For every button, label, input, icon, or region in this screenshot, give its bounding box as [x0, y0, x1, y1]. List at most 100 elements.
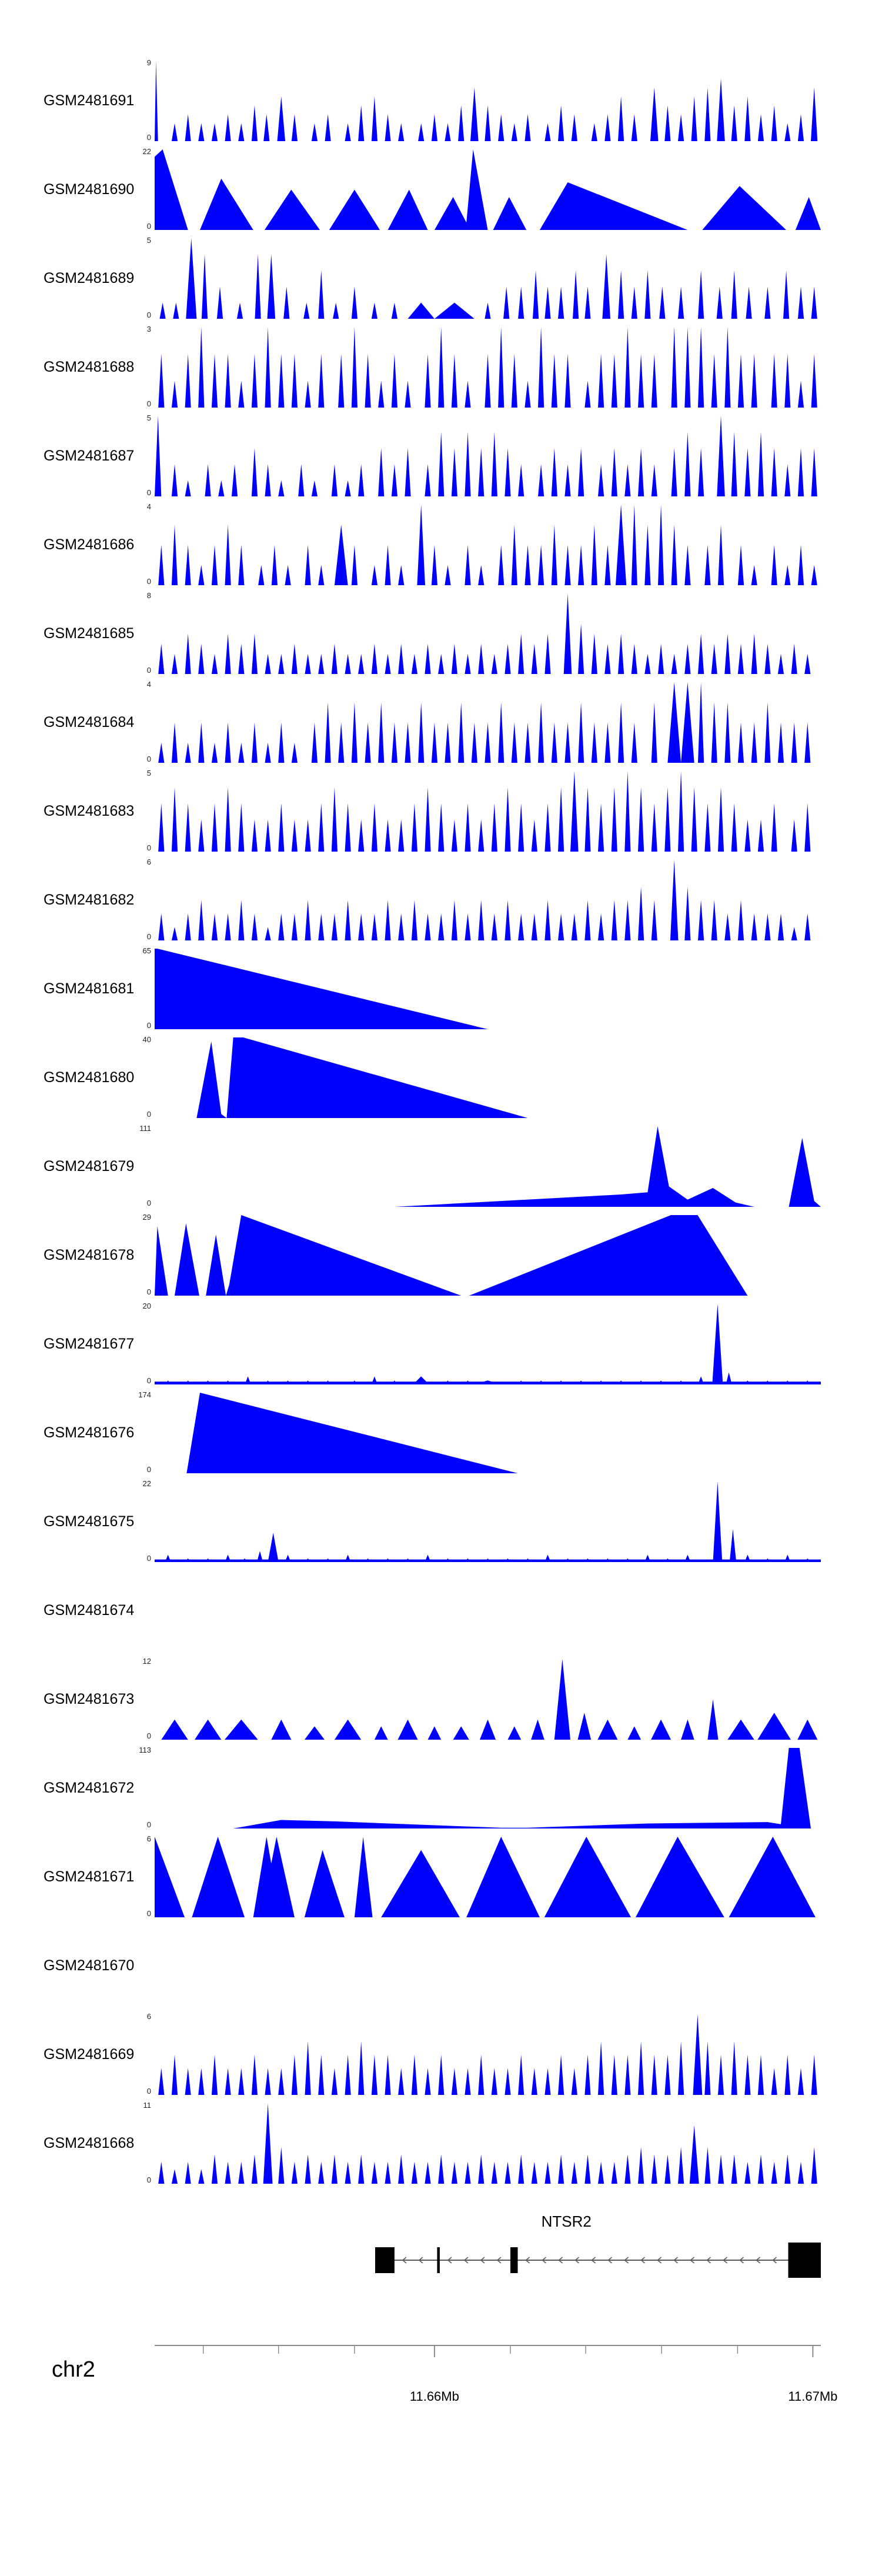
track-row: GSM2481674	[0, 1570, 882, 1659]
y-axis-max-label: 40	[142, 1035, 151, 1044]
strand-arrow-left-icon	[542, 2257, 546, 2264]
signal-area-plot	[155, 1837, 821, 1917]
track-label: GSM2481686	[44, 536, 135, 553]
y-axis-max-label: 11	[143, 2101, 152, 2110]
y-axis-max-label: 9	[146, 58, 151, 67]
y-axis-max-label: 29	[142, 1213, 151, 1222]
y-axis-max-label: 3	[146, 325, 151, 333]
track-row: GSM2481672 113 0	[0, 1746, 882, 1837]
track-row: GSM2481679 111 0	[0, 1124, 882, 1215]
track-row: GSM2481691 9 0	[0, 58, 882, 149]
signal-area-plot	[158, 505, 817, 585]
track-label: GSM2481690	[44, 181, 135, 198]
strand-arrow-left-icon	[574, 2257, 579, 2264]
signal-area-plot	[158, 593, 811, 674]
track-row: GSM2481677 20 0	[0, 1302, 882, 1393]
strand-arrow-left-icon	[402, 2257, 407, 2264]
signal-area-plot	[161, 1659, 818, 1740]
strand-arrow-left-icon	[525, 2257, 530, 2264]
track-row: GSM2481686 4 0	[0, 502, 882, 593]
y-axis-zero-label: 0	[146, 577, 151, 586]
y-axis-zero-label: 0	[146, 755, 151, 763]
signal-area-plot	[155, 61, 818, 141]
track-row: GSM2481685 8 0	[0, 591, 882, 682]
track-label: GSM2481678	[44, 1247, 135, 1263]
track-row: GSM2481687 5 0	[0, 413, 882, 505]
signal-area-plot	[158, 2103, 817, 2184]
track-label: GSM2481684	[44, 714, 135, 730]
signal-area-plot	[155, 149, 821, 230]
strand-arrow-left-icon	[772, 2257, 777, 2264]
track-row: GSM2481681 65 0	[0, 946, 882, 1037]
signal-area-plot	[158, 682, 811, 763]
y-axis-max-label: 22	[142, 147, 151, 156]
y-axis-zero-label: 0	[146, 1820, 151, 1829]
y-axis-zero-label: 0	[146, 488, 151, 497]
y-axis-zero-label: 0	[146, 222, 151, 231]
chromosome-label: chr2	[52, 2357, 95, 2382]
track-label: GSM2481675	[44, 1513, 135, 1530]
strand-arrow-left-icon	[418, 2257, 423, 2264]
signal-area-plot	[155, 1481, 821, 1562]
track-label: GSM2481683	[44, 803, 135, 819]
signal-area-plot	[158, 771, 811, 852]
track-row: GSM2481673 12 0	[0, 1657, 882, 1748]
track-row: GSM2481670	[0, 1926, 882, 2014]
gene-name-label: NTSR2	[541, 2213, 592, 2230]
signal-area-plot	[155, 949, 821, 1029]
strand-arrow-left-icon	[756, 2257, 760, 2264]
y-axis-zero-label: 0	[146, 843, 151, 852]
strand-arrow-left-icon	[640, 2257, 645, 2264]
y-axis-zero-label: 0	[146, 1554, 151, 1563]
track-label: GSM2481680	[44, 1069, 135, 1086]
y-axis-zero-label: 0	[146, 311, 151, 319]
axis-tick-label: 11.67Mb	[788, 2389, 838, 2404]
track-label: GSM2481679	[44, 1158, 135, 1174]
track-label: GSM2481668	[44, 2135, 135, 2151]
strand-arrow-left-icon	[447, 2257, 452, 2264]
track-label: GSM2481669	[44, 2046, 135, 2063]
track-label: GSM2481691	[44, 92, 135, 109]
signal-area-plot	[155, 1037, 821, 1118]
strand-arrow-left-icon	[690, 2257, 694, 2264]
y-axis-max-label: 6	[146, 857, 151, 866]
track-label: GSM2481687	[44, 448, 135, 464]
y-axis-zero-label: 0	[146, 1731, 151, 1740]
signal-area-plot	[155, 416, 817, 496]
track-label: GSM2481677	[44, 1336, 135, 1352]
y-axis-zero-label: 0	[146, 2175, 151, 2184]
track-label: GSM2481674	[44, 1602, 135, 1619]
y-axis-zero-label: 0	[146, 1376, 151, 1385]
y-axis-max-label: 5	[146, 413, 151, 422]
strand-arrow-left-icon	[463, 2257, 469, 2264]
y-axis-max-label: 4	[146, 680, 151, 689]
y-axis-zero-label: 0	[146, 1465, 151, 1474]
gene-model	[375, 2243, 821, 2278]
y-axis-zero-label: 0	[146, 1199, 151, 1207]
y-axis-zero-label: 0	[146, 1021, 151, 1030]
y-axis-max-label: 5	[146, 769, 151, 778]
y-axis-zero-label: 0	[146, 1287, 151, 1296]
y-axis-zero-label: 0	[146, 399, 151, 408]
track-label: GSM2481688	[44, 359, 135, 375]
y-axis-max-label: 4	[146, 502, 151, 511]
signal-area-plot	[155, 1393, 821, 1473]
strand-arrow-left-icon	[480, 2257, 485, 2264]
y-axis-max-label: 6	[146, 2012, 151, 2021]
y-axis-max-label: 6	[146, 1834, 151, 1843]
track-label: GSM2481671	[44, 1868, 135, 1885]
track-row: GSM2481688 3 0	[0, 325, 882, 416]
y-axis-zero-label: 0	[146, 666, 151, 675]
track-label: GSM2481670	[44, 1957, 135, 1974]
strand-arrow-left-icon	[657, 2257, 662, 2264]
y-axis-max-label: 174	[138, 1390, 151, 1399]
track-label: GSM2481673	[44, 1691, 135, 1707]
strand-arrow-left-icon	[558, 2257, 563, 2264]
signal-area-plot	[158, 327, 817, 408]
y-axis-zero-label: 0	[146, 1909, 151, 1918]
track-row: GSM2481676 174 0	[0, 1390, 882, 1481]
y-axis-max-label: 113	[139, 1746, 151, 1754]
y-axis-zero-label: 0	[146, 2087, 151, 2095]
exon-box	[788, 2243, 821, 2278]
